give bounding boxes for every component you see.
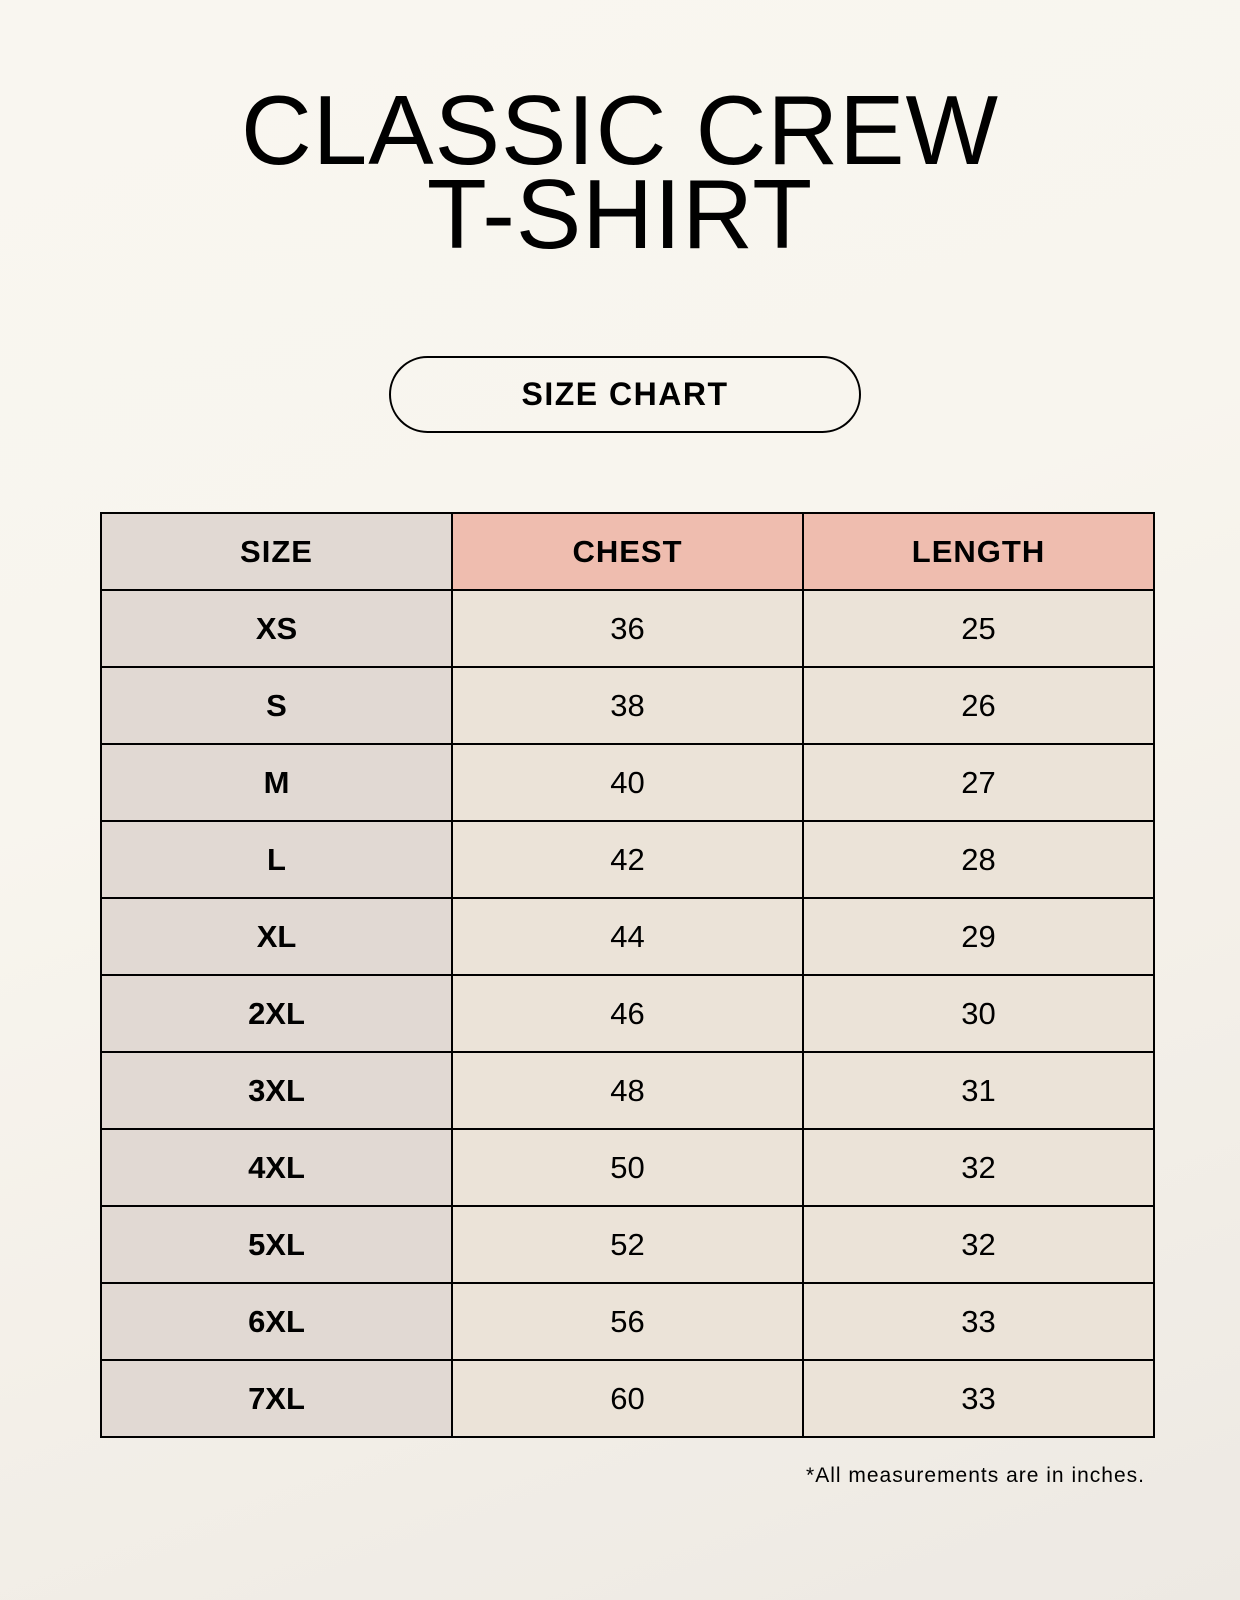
cell-chest: 36 [451,589,804,668]
table-header-row: SIZE CHEST LENGTH [100,512,1155,591]
cell-chest: 52 [451,1205,804,1284]
cell-length: 32 [802,1205,1155,1284]
title-line-1: CLASSIC CREW [240,75,999,185]
cell-chest: 42 [451,820,804,899]
table-row: 7XL 60 33 [100,1359,1155,1438]
page-title: CLASSIC CREW T-SHIRT [0,75,1240,269]
cell-length: 30 [802,974,1155,1053]
cell-length: 33 [802,1282,1155,1361]
table-row: 6XL 56 33 [100,1282,1155,1361]
table-row: 3XL 48 31 [100,1051,1155,1130]
size-chart-badge: SIZE CHART [389,356,861,433]
cell-chest: 60 [451,1359,804,1438]
cell-length: 27 [802,743,1155,822]
table-row: XS 36 25 [100,589,1155,668]
cell-length: 31 [802,1051,1155,1130]
table-row: 5XL 52 32 [100,1205,1155,1284]
table-row: M 40 27 [100,743,1155,822]
cell-size: S [100,666,453,745]
table-row: 2XL 46 30 [100,974,1155,1053]
footnote: *All measurements are in inches. [806,1464,1145,1487]
header-chest: CHEST [451,512,804,591]
cell-length: 25 [802,589,1155,668]
cell-size: XL [100,897,453,976]
table-row: S 38 26 [100,666,1155,745]
cell-chest: 50 [451,1128,804,1207]
cell-chest: 56 [451,1282,804,1361]
cell-size: 4XL [100,1128,453,1207]
cell-length: 26 [802,666,1155,745]
table-row: 4XL 50 32 [100,1128,1155,1207]
cell-size: M [100,743,453,822]
cell-size: XS [100,589,453,668]
size-table: SIZE CHEST LENGTH XS 36 25 S 38 26 M 40 27 L 42 28 X… [100,512,1155,1438]
cell-length: 33 [802,1359,1155,1438]
cell-chest: 46 [451,974,804,1053]
cell-size: 6XL [100,1282,453,1361]
title-line-2: T-SHIRT [426,159,814,269]
header-size: SIZE [100,512,453,591]
cell-length: 29 [802,897,1155,976]
cell-size: 3XL [100,1051,453,1130]
cell-size: 2XL [100,974,453,1053]
cell-length: 32 [802,1128,1155,1207]
table-row: L 42 28 [100,820,1155,899]
table-row: XL 44 29 [100,897,1155,976]
cell-chest: 48 [451,1051,804,1130]
cell-size: 5XL [100,1205,453,1284]
cell-size: L [100,820,453,899]
cell-chest: 38 [451,666,804,745]
cell-chest: 44 [451,897,804,976]
header-length: LENGTH [802,512,1155,591]
cell-size: 7XL [100,1359,453,1438]
cell-length: 28 [802,820,1155,899]
cell-chest: 40 [451,743,804,822]
